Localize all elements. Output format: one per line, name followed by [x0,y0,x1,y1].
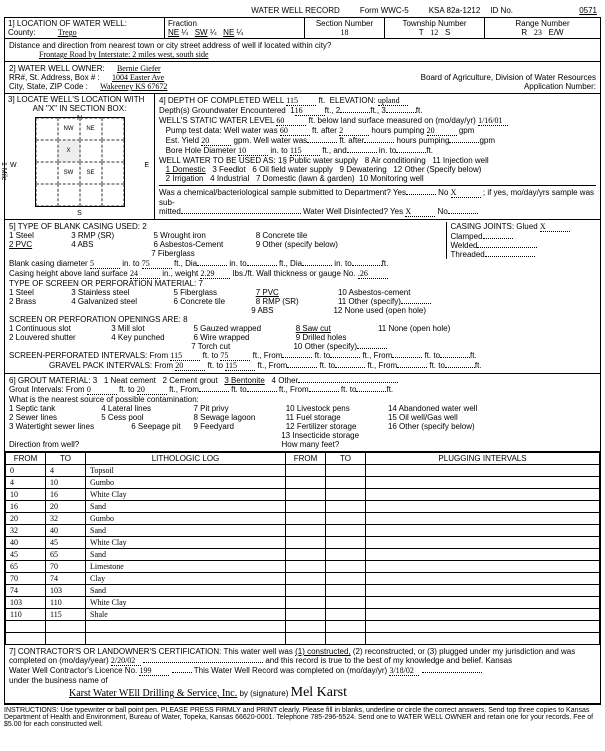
frac-sw: SW [195,28,208,37]
table-row: 7074Clay [6,573,600,585]
table-row: 4565Sand [6,549,600,561]
depth[interactable]: 115 [286,96,316,106]
twp-label: Township Number [388,19,481,28]
table-row: 410Gumbo [6,477,600,489]
table-row: 6570Limestone [6,561,600,573]
city[interactable]: Wakeeney KS 67672 [100,82,167,91]
frac-ne: NE [168,28,179,37]
table-row: 1016White Clay [6,489,600,501]
city-label: City, State, ZIP Code : [9,82,88,91]
id-no: 0571 [517,6,597,15]
table-row: 103110White Clay [6,597,600,609]
gp-from[interactable]: 20 [175,361,205,371]
owner[interactable]: Bernie Giefer [117,64,161,73]
distance[interactable]: Frontage Road by Interstate: 2 miles wes… [39,50,209,59]
table-row: 4045White Clay [6,537,600,549]
range-label: Range Number [488,19,597,28]
frac-ne2: NE [223,28,234,37]
township[interactable]: 12 [430,28,438,37]
app-label: Application Number: [524,82,596,91]
footer-instructions: INSTRUCTIONS: Use typewriter or ball poi… [4,707,601,728]
section-no[interactable]: 18 [308,28,381,37]
gi-from[interactable]: 0 [87,385,117,395]
s6-label: 6] GROUT MATERIAL: 3 [9,376,97,385]
completed-date[interactable]: 2/20/02 [111,656,141,666]
form-no: Form WWC-5 [360,6,409,15]
casing-height[interactable]: 24 [130,269,160,279]
s3-label: 3] LOCATE WELL'S LOCATION WITH [8,95,151,104]
title: WATER WELL RECORD [251,6,340,15]
county-label: County: [8,28,36,37]
section-box[interactable]: NWNE X SWSE [35,117,125,207]
table-row: 74103Sand [6,585,600,597]
table-row: 110115Shale [6,609,600,621]
ksa: KSA 82a-1212 [429,6,481,15]
section-label: Section Number [308,19,381,28]
table-row: 2032Gumbo [6,513,600,525]
table-row: 1620Sand [6,501,600,513]
open-sawcut[interactable]: 8 Saw cut [296,324,376,333]
bc-dia[interactable]: 5 [90,259,120,269]
signature[interactable]: Mel Karst [291,685,347,700]
static-level[interactable]: 60 [276,116,306,126]
addr-label: RR#, St. Address, Box # : [9,73,100,82]
disinfect-yes[interactable]: X [405,207,435,217]
addr[interactable]: 1004 Easter Ave [112,73,164,82]
cj-glued[interactable]: X [540,222,570,232]
table-row [6,621,600,633]
chem-no[interactable]: X [451,188,481,198]
s2-label: 2] WATER WELL OWNER: [9,64,105,73]
s1-label: 1] LOCATION OF WATER WELL: [8,19,161,28]
range[interactable]: 23 [534,28,542,37]
s4-label: 4] DEPTH OF COMPLETED WELL [159,96,284,105]
table-row: 04Topsoil [6,465,600,477]
county[interactable]: Trego [58,28,77,37]
s5-label: 5] TYPE OF BLANK CASING USED: 2 [9,222,147,231]
lithologic-log: FROM TO LITHOLOGIC LOG FROM TO PLUGGING … [5,452,600,645]
use-domestic[interactable]: 1 Domestic [166,165,206,174]
table-row: 3240Sand [6,525,600,537]
business-name[interactable]: Karst Water WEll Drilling & Service, Inc… [69,688,237,699]
distance-label: Distance and direction from nearest town… [9,41,331,50]
fraction-label: Fraction [168,19,301,28]
table-row [6,633,600,645]
si-from[interactable]: 115 [170,351,200,361]
board: Board of Agriculture, Division of Water … [421,73,596,82]
elevation[interactable]: upland [378,96,408,106]
s7-label: 7] CONTRACTOR'S OR LANDOWNER'S CERTIFICA… [9,647,293,656]
id-label: ID No. [490,6,513,15]
static-date[interactable]: 1/16/01 [478,116,508,126]
grout-bentonite[interactable]: 3 Bentonite [224,376,264,385]
bore-dia[interactable]: 10 [238,146,268,156]
s3-sub: AN "X" IN SECTION BOX: [8,104,151,113]
perf-pvc[interactable]: 7 PVC [256,288,336,297]
casing-pvc[interactable]: 2 PVC [9,240,69,249]
licence-no[interactable]: 199 [139,666,169,676]
est-yield[interactable]: 20 [201,136,231,146]
record-date[interactable]: 3/18/02 [389,666,419,676]
